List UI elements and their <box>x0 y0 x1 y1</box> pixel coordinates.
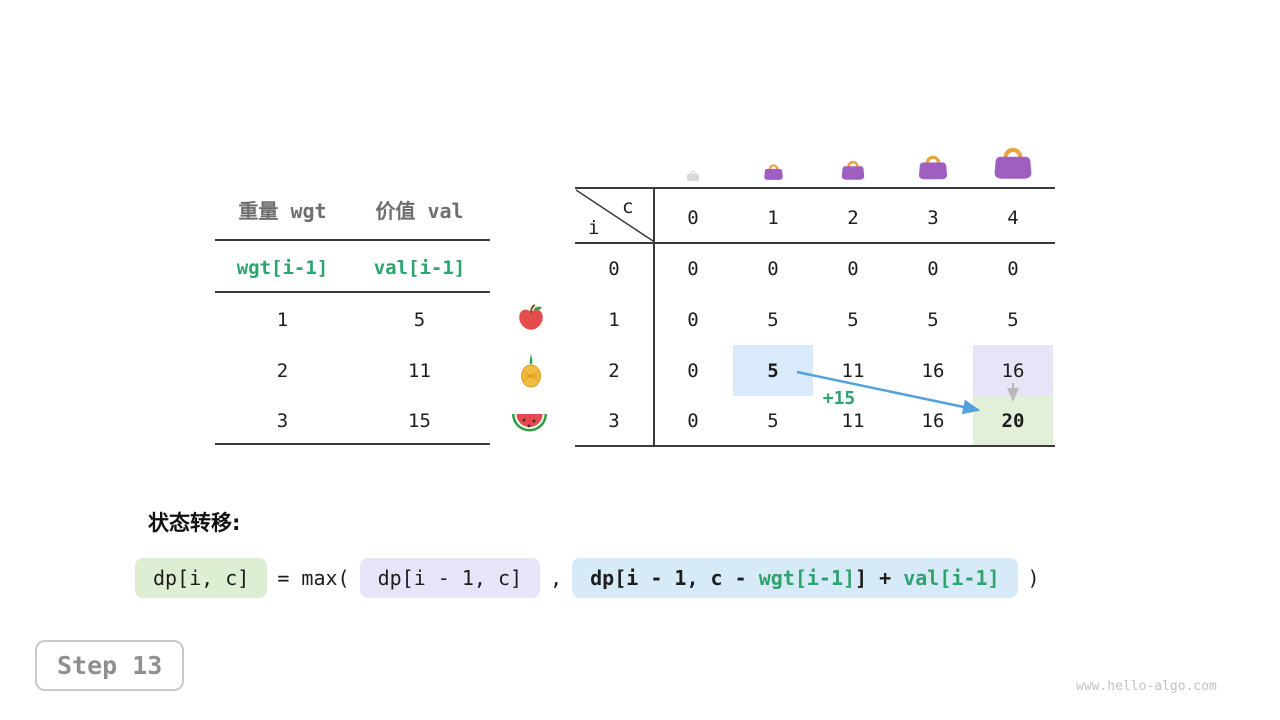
dp-cell-0-1: 0 <box>767 258 779 280</box>
dp-corner-row-var: i <box>588 217 600 239</box>
transition-section-label: 状态转移: <box>148 511 241 535</box>
bag-icon-capacity-2 <box>840 158 866 181</box>
item-row-2-wgt: 2 <box>276 360 289 382</box>
dp-row-header-0: 0 <box>608 258 620 280</box>
formula-arg2-box: dp[i - 1, c - wgt[i-1]] + val[i-1] <box>572 558 1018 598</box>
dp-cell-0-4: 0 <box>1007 258 1019 280</box>
dp-cell-1-2: 5 <box>847 309 859 331</box>
dp-cell-1-1: 5 <box>767 309 779 331</box>
dp-cell-3-1: 5 <box>767 410 779 432</box>
dp-col-header-3: 3 <box>927 207 939 229</box>
dp-cell-1-4: 5 <box>1007 309 1019 331</box>
dp-row-header-1: 1 <box>608 309 620 331</box>
dp-cell-3-3: 16 <box>921 410 945 432</box>
formula-arg2-part1: dp[i - 1, c - <box>590 566 759 590</box>
dp-cell-1-3: 5 <box>927 309 939 331</box>
dp-col-header-2: 2 <box>847 207 859 229</box>
highlight-result-cell <box>973 396 1053 446</box>
dp-table-vertical-rule <box>653 187 655 447</box>
formula-arg2-wgt: wgt[i-1] <box>758 566 856 590</box>
dp-cell-3-4: 20 <box>1001 410 1025 432</box>
formula-operator: = max( <box>277 566 350 590</box>
dp-cell-2-2: 11 <box>841 360 865 382</box>
item-table-header-rule <box>215 239 490 241</box>
dp-row-header-3: 3 <box>608 410 620 432</box>
dp-table-bottom-rule <box>575 445 1055 447</box>
dp-cell-0-3: 0 <box>927 258 939 280</box>
dp-cell-3-0: 0 <box>687 410 699 432</box>
formula-separator: , <box>550 566 563 590</box>
bag-icon-capacity-0 <box>686 169 700 182</box>
item-row-3-val: 15 <box>408 410 431 432</box>
dp-cell-2-3: 16 <box>921 360 945 382</box>
pineapple-icon <box>521 353 541 388</box>
formula-close-paren: ) <box>1027 566 1040 590</box>
formula-lhs-box: dp[i, c] <box>135 558 268 598</box>
dp-table-top-rule <box>575 187 1055 189</box>
item-row-1-val: 5 <box>413 309 426 331</box>
transition-formula: dp[i, c] = max( dp[i - 1, c] , dp[i - 1,… <box>135 558 1040 598</box>
item-formula-wgt: wgt[i-1] <box>236 257 329 279</box>
dp-cell-2-4: 16 <box>1001 360 1025 382</box>
dp-row-header-2: 2 <box>608 360 620 382</box>
dp-table-header-rule <box>575 242 1055 244</box>
dp-cell-0-2: 0 <box>847 258 859 280</box>
formula-arg2-part3: ] + <box>855 566 904 590</box>
formula-arg1-box: dp[i - 1, c] <box>359 558 541 598</box>
watermelon-icon <box>512 414 547 432</box>
dp-col-header-4: 4 <box>1007 207 1019 229</box>
item-row-2-val: 11 <box>408 360 431 382</box>
apple-icon <box>519 304 543 330</box>
dp-cell-0-0: 0 <box>687 258 699 280</box>
dp-cell-3-2: 11 <box>841 410 865 432</box>
item-formula-val: val[i-1] <box>373 257 466 279</box>
item-row-1-wgt: 1 <box>276 309 289 331</box>
dp-col-header-0: 0 <box>687 207 699 229</box>
watermark: www.hello-algo.com <box>1076 679 1217 694</box>
dp-cell-2-0: 0 <box>687 360 699 382</box>
bag-icon-capacity-4 <box>992 143 1034 181</box>
item-table-mid-rule <box>215 291 490 293</box>
dp-cell-2-1: 5 <box>767 360 779 382</box>
item-table-bottom-rule <box>215 443 490 445</box>
formula-arg2-val: val[i-1] <box>903 566 1000 590</box>
item-row-3-wgt: 3 <box>276 410 289 432</box>
dp-corner-col-var: c <box>622 196 634 218</box>
step-badge: Step 13 <box>35 640 185 691</box>
dp-col-header-1: 1 <box>767 207 779 229</box>
bag-icon-capacity-1 <box>763 162 784 181</box>
dp-cell-1-0: 0 <box>687 309 699 331</box>
item-table-header-val: 价值 val <box>375 199 464 223</box>
bag-icon-capacity-3 <box>917 152 949 181</box>
item-table-header-wgt: 重量 wgt <box>238 199 327 223</box>
transition-gain-label: +15 <box>822 388 856 409</box>
